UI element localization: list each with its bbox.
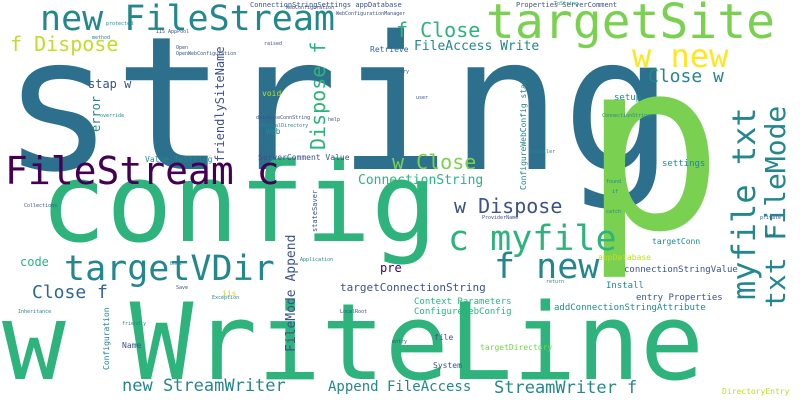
word-properties-servercomment: Properties ServerComment: [516, 1, 618, 9]
word-friendlysitename: friendlySiteName: [213, 46, 227, 162]
word-user: user: [416, 95, 429, 101]
word-w-dispose: w Dispose: [454, 194, 563, 218]
word-context-parameters: Context Parameters: [414, 297, 512, 307]
word-web: Web: [266, 127, 281, 136]
word-tostring: ToString: [554, 1, 579, 7]
word-localroot: LocalRoot: [340, 309, 368, 315]
word-connectionstrings: ConnectionStrings: [602, 113, 654, 119]
word-installer: Installer: [528, 149, 556, 155]
word-value-tostring: Value ToString: [145, 155, 213, 164]
word-w-new: w new: [632, 37, 729, 75]
word-try: try: [400, 69, 410, 75]
word-p: p: [582, 11, 724, 284]
word-application: Application: [300, 257, 334, 263]
word-streamwriter-f: StreamWriter f: [494, 378, 638, 398]
word-entry: entry: [392, 339, 408, 345]
word-settings: settings: [662, 159, 706, 169]
word-friendly: friendly: [122, 321, 147, 327]
word-f-dispose: f Dispose: [10, 32, 119, 56]
word-fileaccess-write: FileAccess Write: [414, 39, 540, 54]
word-directoryentry: DirectoryEntry: [722, 387, 790, 396]
word-save: Save: [176, 285, 189, 291]
word-exception: Exception: [212, 295, 240, 301]
word-openwebconfiguration: OpenWebConfiguration: [176, 51, 237, 57]
word-new-filestream: new FileStream: [40, 0, 336, 39]
word-servercomment-value: ServerComment Value: [258, 153, 350, 162]
word-method: method: [92, 35, 111, 41]
word-configurewebconfig: ConfigureWebConfig: [414, 307, 512, 317]
word-f-close: f Close: [396, 18, 481, 42]
word-dispose-f: Dispose f: [306, 41, 330, 150]
word-f-new: f new: [494, 247, 600, 287]
word-close-w: Close w: [648, 66, 724, 87]
word-configurewebconfig-stap: ConfigureWebConfig stap: [519, 79, 528, 190]
word-bool: bool: [170, 261, 183, 267]
word-code: code: [20, 255, 49, 269]
word-targetsite: targetSite: [486, 0, 775, 50]
word-connectionstring: ConnectionString: [358, 173, 484, 188]
word-filestream-c: FileStream c: [5, 149, 280, 193]
word-install: Install: [606, 281, 644, 291]
word-catch: catch: [606, 209, 622, 215]
word-targetconn: targetConn: [652, 237, 701, 246]
word-pre: pre: [380, 261, 402, 275]
word-inheritance: Inheritance: [18, 309, 52, 315]
word-protected: protected: [106, 21, 134, 27]
word-webconfigurationmanager: WebConfigurationManager: [336, 11, 406, 17]
word-new-streamwriter: new StreamWriter: [122, 376, 286, 396]
word-int: int: [766, 233, 776, 239]
word-targetconnectionstring: targetConnectionString: [340, 281, 486, 294]
word-system: System: [433, 361, 462, 370]
word-setup: setup: [614, 93, 642, 103]
word-collections: Collections: [24, 203, 58, 209]
word-open: Open: [176, 45, 189, 51]
word-txt-filemode: txt FileMode: [759, 105, 792, 308]
word-appdatabase: appDatabase: [598, 253, 651, 262]
word-iis: iis: [222, 289, 237, 298]
word-targetvdir: targetVDir: [64, 249, 275, 289]
word-providername: ProviderName: [482, 215, 519, 221]
word-append-fileaccess: Append FileAccess: [328, 379, 472, 395]
word-stap-w: stap w: [88, 77, 132, 91]
word-if: if: [612, 189, 619, 195]
word-raised: raised: [264, 41, 283, 47]
word-found: found: [606, 179, 622, 185]
word-w-writeline: w WriteLine: [2, 281, 704, 400]
word-iisapppool: IIS AppPool: [156, 29, 190, 35]
word-connectionstringvalue: connectionStringValue: [624, 265, 738, 275]
word-virtualdirectory: VirtualDirectory: [260, 123, 309, 129]
word-addconnectionstringattribute: addConnectionStringAttribute: [554, 303, 706, 313]
word-private: private: [760, 215, 782, 221]
word-help: help: [328, 117, 341, 123]
word-databaseconnstring: databaseConnString: [256, 115, 311, 121]
word-file: file: [434, 333, 454, 342]
word-c-myfile: c myfile: [448, 219, 617, 259]
word-config: config: [40, 139, 438, 267]
word-void: void: [262, 89, 282, 98]
word-string: string: [2, 0, 674, 213]
word-w-close: w Close: [392, 150, 477, 174]
word-retrieve: Retrieve: [370, 45, 409, 54]
word-configuration: Configuration: [102, 307, 111, 370]
word-statesaver: stateSaver: [311, 189, 319, 232]
word-connectionstringsettings-appdatabase: ConnectionStringSettings appDatabase: [250, 1, 402, 9]
word-return: return: [546, 279, 565, 285]
word-webconfiguration: WebConfiguration: [286, 5, 335, 11]
word-entry-properties: entry Properties: [636, 293, 723, 303]
word-targetdirectory: targetDirectory: [480, 343, 553, 352]
word-override: override: [100, 113, 125, 119]
word-name: Name: [122, 341, 142, 350]
word-close-f: Close f: [32, 282, 108, 303]
word-filemode-append: FileMode Append: [284, 234, 299, 352]
